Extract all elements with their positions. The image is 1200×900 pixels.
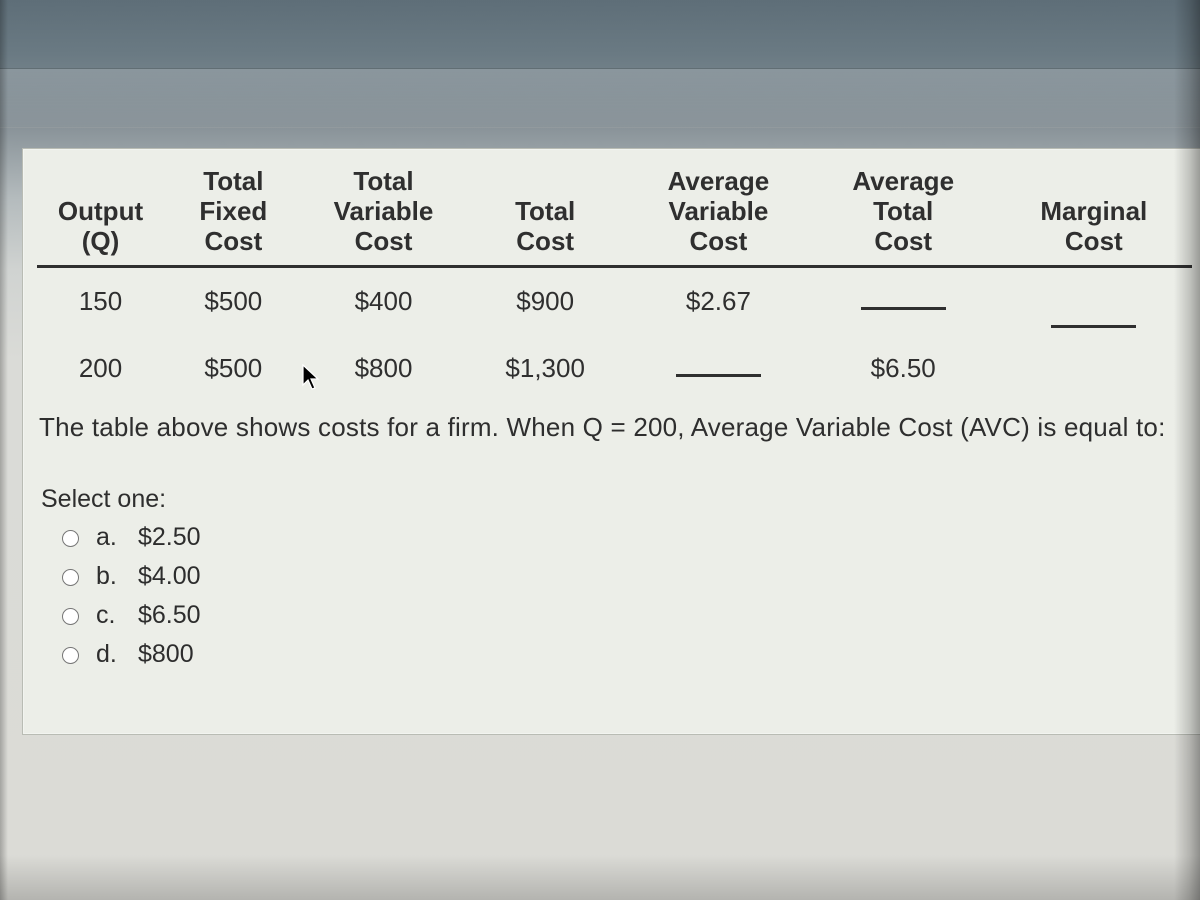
cell-tfc: $500 (164, 266, 303, 335)
screen-bottom-shade (0, 855, 1200, 900)
radio-b[interactable] (62, 569, 79, 586)
col-header-atc: Average Total Cost (811, 165, 996, 266)
col-header-avc: Average Variable Cost (626, 165, 811, 266)
cell-avc-blank (626, 335, 811, 402)
radio-d[interactable] (62, 647, 79, 664)
col-header-tc: Total Cost (464, 165, 626, 266)
cell-tc: $900 (464, 266, 626, 335)
option-letter: c. (96, 601, 124, 630)
cell-atc-blank (811, 266, 996, 335)
cell-mc (996, 335, 1192, 402)
blank-underline (1051, 325, 1136, 328)
answer-options: a. $2.50 b. $4.00 c. $6.50 d. $800 (37, 518, 1192, 674)
cell-mc-blank (996, 266, 1192, 335)
radio-a[interactable] (62, 530, 79, 547)
cell-tc: $1,300 (464, 335, 626, 402)
option-text: $800 (138, 640, 194, 669)
option-text: $6.50 (138, 601, 201, 630)
col-header-tvc: Total Variable Cost (303, 165, 465, 266)
cell-atc: $6.50 (811, 335, 996, 402)
option-c[interactable]: c. $6.50 (57, 596, 1192, 635)
option-text: $4.00 (138, 562, 201, 591)
col-header-tfc: Total Fixed Cost (164, 165, 303, 266)
select-one-label: Select one: (41, 485, 1192, 514)
option-letter: b. (96, 562, 124, 591)
table-row: 150 $500 $400 $900 $2.67 (37, 266, 1192, 335)
table-row: 200 $500 $800 $1,300 $6.50 (37, 335, 1192, 402)
option-a[interactable]: a. $2.50 (57, 518, 1192, 557)
radio-c[interactable] (62, 608, 79, 625)
blank-underline (676, 374, 761, 377)
option-d[interactable]: d. $800 (57, 635, 1192, 674)
col-header-output: Output (Q) (37, 165, 164, 266)
cell-avc: $2.67 (626, 266, 811, 335)
cell-tvc: $400 (303, 266, 465, 335)
question-card: Output (Q) Total Fixed Cost Total Variab… (22, 148, 1200, 735)
option-letter: a. (96, 523, 124, 552)
option-b[interactable]: b. $4.00 (57, 557, 1192, 596)
screen-left-bezel (0, 0, 8, 900)
window-toolbar-strip (0, 68, 1200, 128)
cell-q: 200 (37, 335, 164, 402)
cost-table: Output (Q) Total Fixed Cost Total Variab… (37, 165, 1192, 402)
cell-tvc: $800 (303, 335, 465, 402)
question-text: The table above shows costs for a firm. … (39, 412, 1192, 443)
table-header-row: Output (Q) Total Fixed Cost Total Variab… (37, 165, 1192, 266)
blank-underline (861, 307, 946, 310)
col-header-mc: Marginal Cost (996, 165, 1192, 266)
cell-tfc: $500 (164, 335, 303, 402)
option-text: $2.50 (138, 523, 201, 552)
cell-q: 150 (37, 266, 164, 335)
option-letter: d. (96, 640, 124, 669)
